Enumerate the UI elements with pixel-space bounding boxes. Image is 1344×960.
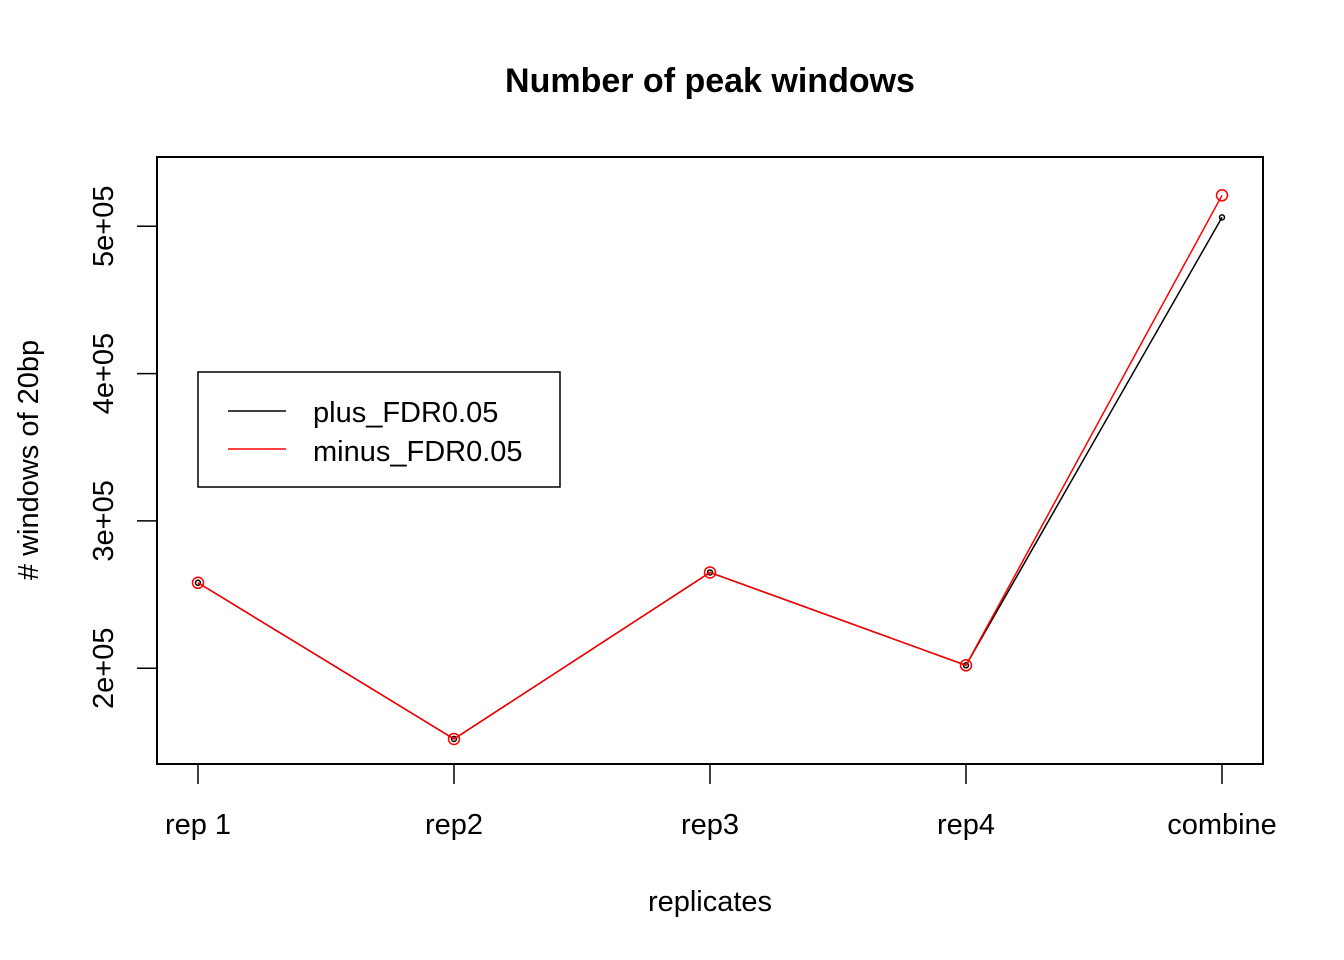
data-point: [703, 566, 717, 579]
legend: plus_FDR0.05 minus_FDR0.05: [197, 371, 561, 488]
series-line: [197, 194, 1223, 740]
y-axis: 2e+05 3e+05 4e+05 5e+05: [88, 186, 158, 709]
x-tick-label: rep2: [425, 809, 483, 841]
x-axis: rep 1 rep2 rep3 rep4 combine: [165, 763, 1277, 841]
y-tick-label: 2e+05: [88, 628, 120, 709]
series-layer: [191, 189, 1229, 746]
legend-box: [197, 371, 561, 488]
legend-label-minus: minus_FDR0.05: [313, 436, 523, 468]
legend-label-plus: plus_FDR0.05: [313, 397, 498, 429]
series-minus_FDR0.05: [191, 189, 1229, 746]
x-tick-label: rep 1: [165, 809, 231, 841]
y-tick-label: 5e+05: [88, 186, 120, 267]
data-point: [191, 576, 205, 590]
y-tick-label: 3e+05: [88, 480, 120, 561]
x-tick-label: rep4: [937, 809, 995, 841]
data-point: [959, 659, 973, 672]
x-tick-label: combine: [1167, 809, 1277, 841]
data-point: [706, 569, 714, 576]
x-tick-label: rep3: [681, 809, 739, 841]
data-point: [194, 579, 202, 587]
data-point: [450, 735, 458, 743]
data-point: [1218, 214, 1226, 221]
data-point: [1215, 189, 1229, 202]
y-axis-label: # windows of 20bp: [13, 340, 45, 580]
y-tick-label: 4e+05: [88, 333, 120, 414]
x-axis-label: replicates: [648, 886, 772, 918]
data-point: [447, 732, 461, 746]
data-point: [962, 662, 970, 669]
chart-title: Number of peak windows: [505, 62, 915, 100]
